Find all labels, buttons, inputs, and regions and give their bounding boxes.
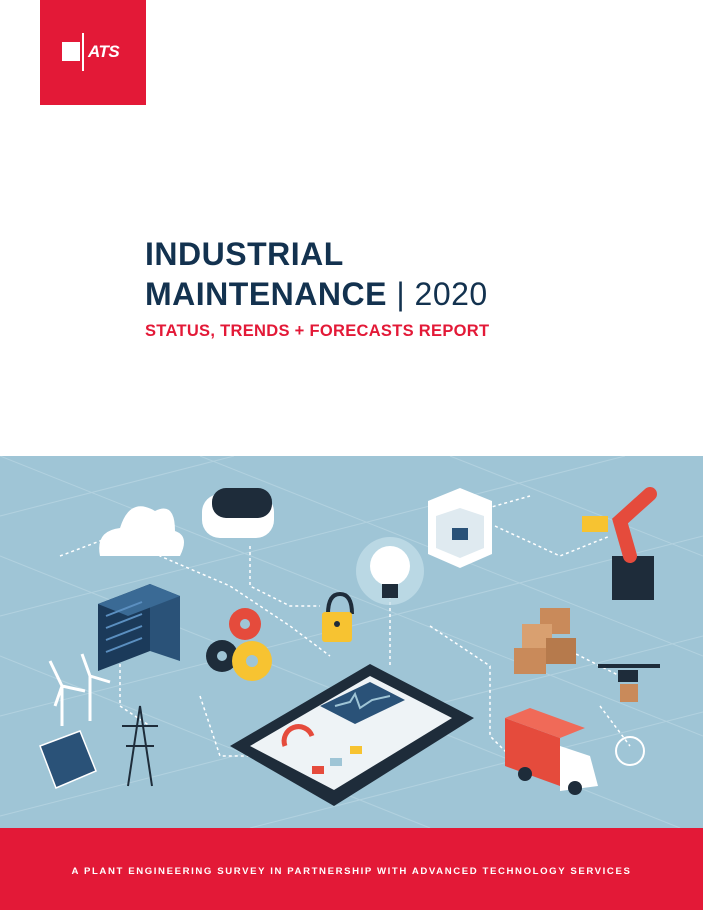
logo-divider <box>82 33 84 71</box>
gears-icon <box>206 608 272 681</box>
logo-square <box>62 42 80 61</box>
cloud-icon <box>99 506 184 556</box>
title-line-2: MAINTENANCE <box>145 276 387 312</box>
vr-headset-icon <box>202 488 274 538</box>
title-separator: | <box>396 276 406 312</box>
title-year: 2020 <box>414 276 488 312</box>
truck-icon <box>505 708 598 795</box>
3d-printer-icon <box>428 488 492 568</box>
footer-banner: A PLANT ENGINEERING SURVEY IN PARTNERSHI… <box>0 828 703 910</box>
globe-icon <box>615 736 645 766</box>
lightbulb-icon <box>356 537 424 605</box>
footer-text: A PLANT ENGINEERING SURVEY IN PARTNERSHI… <box>71 866 632 877</box>
report-title: INDUSTRIAL MAINTENANCE | 2020 <box>145 234 488 314</box>
power-tower-icon <box>122 705 158 787</box>
title-line-1: INDUSTRIAL <box>145 236 344 272</box>
ats-logo: ATS <box>40 0 146 105</box>
solar-panel-icon <box>39 730 97 789</box>
tablet-icon <box>230 664 474 806</box>
lock-icon <box>322 591 354 642</box>
report-subtitle: STATUS, TRENDS + FORECASTS REPORT <box>145 322 490 340</box>
wind-turbine-icon <box>48 653 111 726</box>
drone-icon <box>598 664 660 702</box>
robot-arm-icon <box>582 487 657 600</box>
industrial-iot-illustration <box>0 456 703 828</box>
boxes-icon <box>514 608 576 674</box>
logo-text: ATS <box>88 42 120 61</box>
server-icon <box>98 584 180 671</box>
connector-lines <box>59 495 631 757</box>
